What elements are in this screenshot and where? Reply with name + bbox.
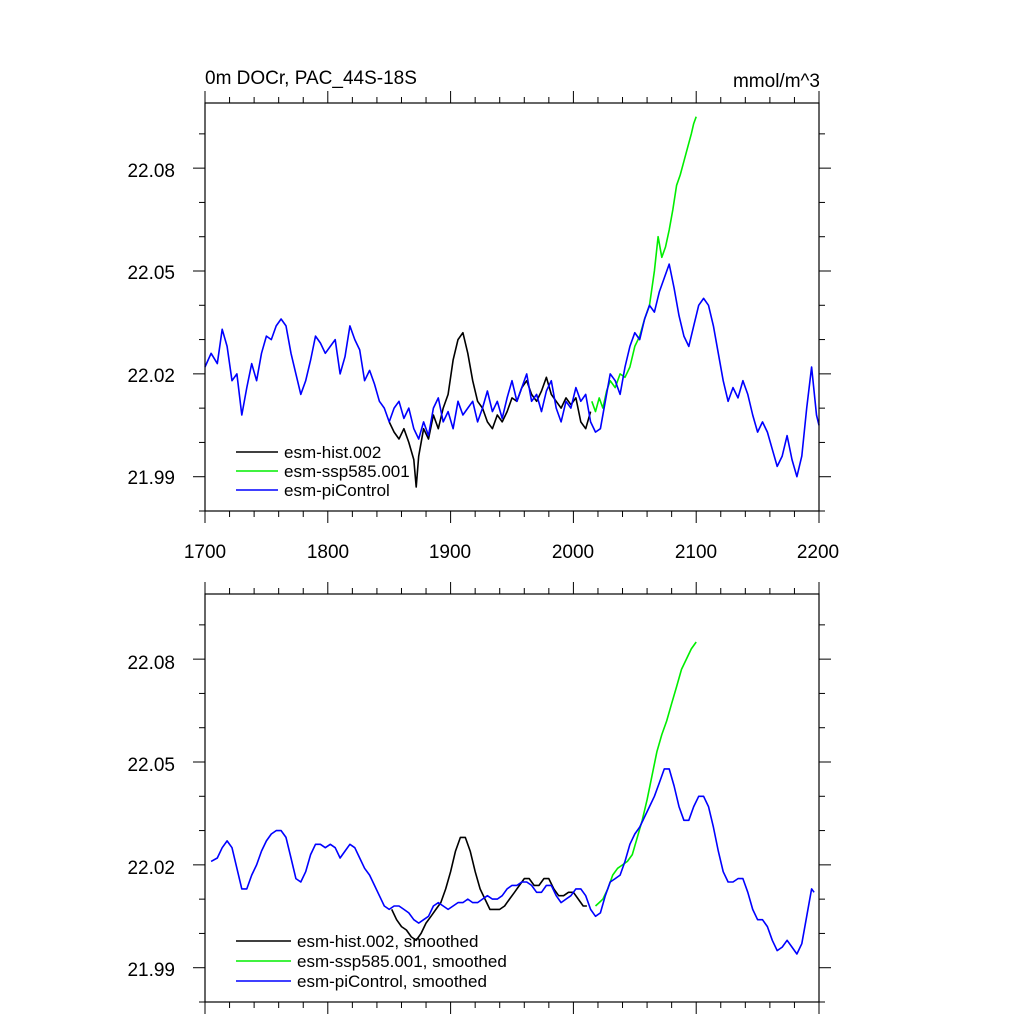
series-line-esm-ssp585-001-smoothed	[594, 641, 697, 907]
x-tick-label: 1700	[184, 542, 226, 563]
x-tick-label: 1800	[307, 542, 349, 563]
top-plot-frame	[204, 102, 820, 512]
legend-label: esm-ssp585.001, smoothed	[297, 952, 507, 971]
y-tick-label: 21.99	[127, 960, 175, 981]
y-tick-label: 22.08	[127, 161, 175, 182]
legend-label: esm-hist.002, smoothed	[297, 932, 478, 951]
y-tick-label: 22.05	[127, 263, 175, 284]
y-tick-label: 21.99	[127, 468, 175, 489]
y-tick-label: 22.02	[127, 366, 175, 387]
top-plot-panel: 21.99 22.02 22.05 22.08 1700 1800 1900 2…	[127, 91, 839, 563]
series-line-esm-hist-002	[388, 331, 592, 488]
series-line-esm-hist-002-smoothed	[390, 836, 587, 942]
legend: esm-hist.002 esm-ssp585.001 esm-piContro…	[236, 443, 410, 500]
units-label: mmol/m^3	[733, 71, 820, 92]
series-line-esm-ssp585-001	[591, 116, 697, 413]
bottom-plot-panel: 21.99 22.02 22.05 22.08 esm-hist.002, sm…	[127, 582, 831, 1014]
x-tick-label: 2100	[675, 542, 717, 563]
legend-label: esm-piControl, smoothed	[297, 972, 487, 991]
legend-label: esm-piControl	[284, 481, 390, 500]
chart-title: 0m DOCr, PAC_44S-18S	[205, 68, 417, 89]
legend-label: esm-hist.002	[284, 443, 381, 462]
series-line-esm-picontrol	[204, 263, 820, 478]
legend-label: esm-ssp585.001	[284, 462, 410, 481]
x-tick-label: 2200	[797, 542, 839, 563]
y-tick-label: 22.02	[127, 858, 175, 879]
y-tick-label: 22.05	[127, 755, 175, 776]
y-tick-label: 22.08	[127, 653, 175, 674]
legend: esm-hist.002, smoothed esm-ssp585.001, s…	[236, 932, 507, 991]
bottom-plot-frame	[204, 593, 820, 1003]
x-tick-label: 1900	[429, 542, 471, 563]
x-tick-label: 2000	[552, 542, 594, 563]
series-line-esm-picontrol-smoothed	[210, 768, 815, 955]
